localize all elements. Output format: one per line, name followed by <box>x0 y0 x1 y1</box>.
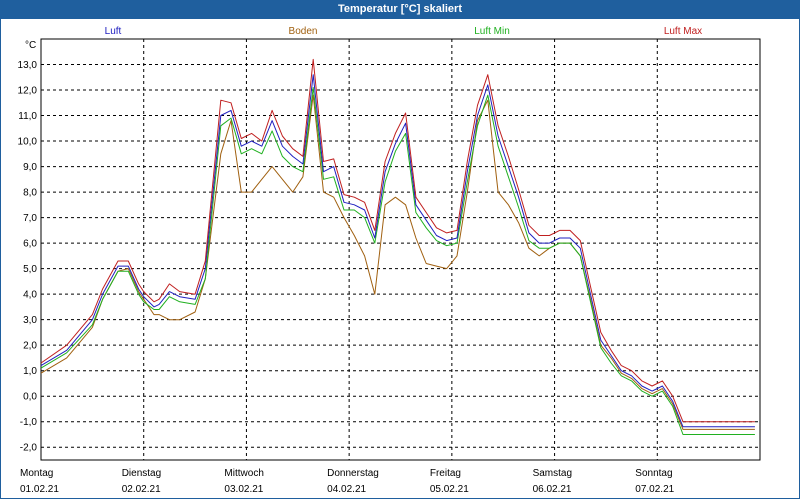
x-tick-date: 01.02.21 <box>20 484 59 495</box>
legend-item-luft-max: Luft Max <box>664 26 702 37</box>
y-tick-label: 10,0 <box>18 137 38 148</box>
series-line-luft <box>40 74 755 428</box>
legend-item-luft: Luft <box>105 26 122 37</box>
x-tick-weekday: Samstag <box>533 468 572 479</box>
series-line-boden <box>40 94 755 430</box>
y-tick-label: 11,0 <box>18 111 37 122</box>
series-layer <box>40 58 755 435</box>
x-tick-date: 03.02.21 <box>224 484 263 495</box>
grid-layer <box>41 39 760 460</box>
x-tick-weekday: Donnerstag <box>327 468 379 479</box>
y-tick-label: 12,0 <box>18 86 38 97</box>
chart-title: Temperatur [°C] skaliert <box>0 0 800 19</box>
x-tick-date: 02.02.21 <box>122 484 161 495</box>
x-tick-weekday: Montag <box>20 468 53 479</box>
x-tick-date: 07.02.21 <box>635 484 674 495</box>
series-line-luft-min <box>40 87 755 435</box>
x-tick-weekday: Dienstag <box>122 468 161 479</box>
y-axis-label: °C <box>25 40 36 51</box>
y-tick-label: 2,0 <box>23 341 37 352</box>
x-tick-weekday: Mittwoch <box>224 468 263 479</box>
y-tick-label: 3,0 <box>23 315 37 326</box>
y-tick-label: 5,0 <box>23 264 37 275</box>
legend-item-luft-min: Luft Min <box>474 26 510 37</box>
y-tick-label: 13,0 <box>18 60 38 71</box>
x-tick-weekday: Freitag <box>430 468 461 479</box>
x-tick-date: 04.02.21 <box>327 484 366 495</box>
x-axis: Montag 01.02.21 Dienstag 02.02.21 Mittwoch 03… <box>20 468 675 495</box>
y-tick-label: 9,0 <box>23 162 37 173</box>
y-tick-label: -2,0 <box>20 443 38 454</box>
y-tick-label: 7,0 <box>23 213 37 224</box>
plot-area <box>40 38 761 461</box>
y-tick-label: -1,0 <box>20 417 38 428</box>
y-tick-label: 8,0 <box>23 188 37 199</box>
x-tick-date: 05.02.21 <box>430 484 469 495</box>
legend: Luft Boden Luft Min Luft Max <box>105 26 703 37</box>
y-tick-label: 4,0 <box>23 290 37 301</box>
legend-item-boden: Boden <box>289 26 318 37</box>
x-tick-weekday: Sonntag <box>635 468 672 479</box>
y-tick-label: 1,0 <box>23 366 37 377</box>
series-line-luft-max <box>40 58 755 423</box>
x-tick-date: 06.02.21 <box>533 484 572 495</box>
y-tick-label: 6,0 <box>23 239 37 250</box>
y-axis: -2,0 -1,0 0,0 1,0 2,0 3,0 4,0 5,0 6,0 7,0 8,0 9,0 10… <box>18 60 38 454</box>
y-tick-label: 0,0 <box>23 392 37 403</box>
